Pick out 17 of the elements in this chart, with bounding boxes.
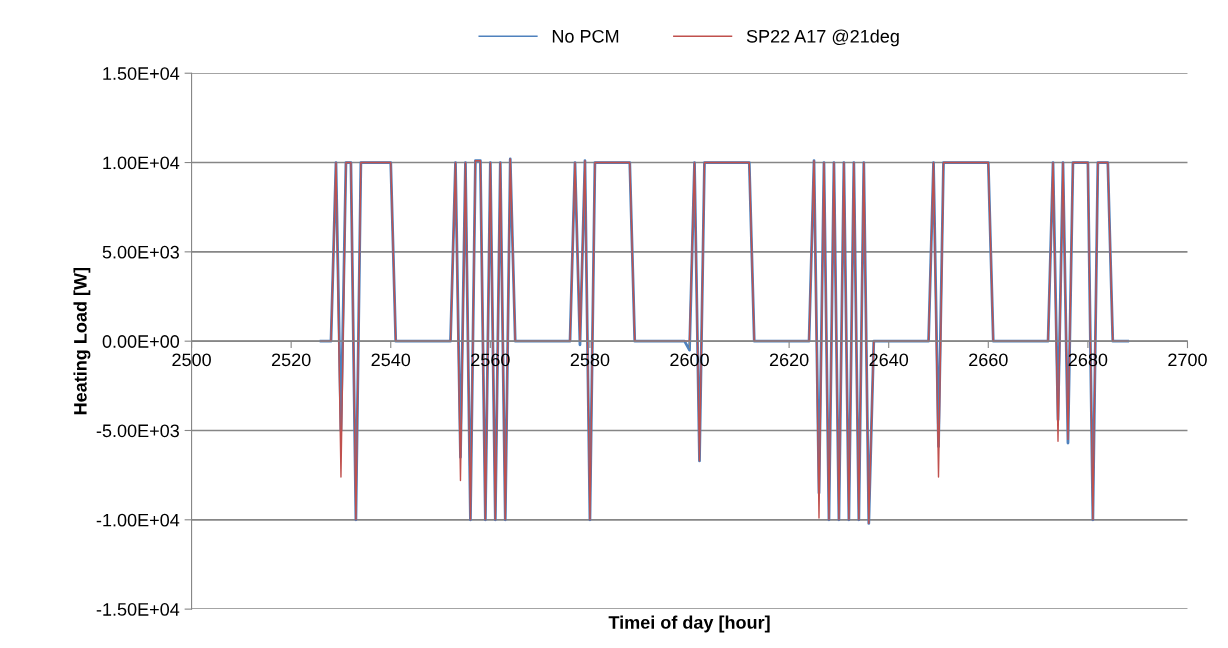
y-axis-title: Heating Load [W] <box>73 267 91 415</box>
x-axis-title: Timei of day [hour] <box>608 615 770 633</box>
y-tick-label: 1.00E+04 <box>103 156 180 170</box>
x-tick-label: 2520 <box>271 353 311 367</box>
x-tick-label: 2500 <box>172 353 211 367</box>
y-tick-label: -1.00E+04 <box>96 513 180 527</box>
legend-label: No PCM <box>552 29 619 43</box>
y-tick-label: -1.50E+04 <box>96 603 180 616</box>
y-tick-label: 5.00E+03 <box>102 245 179 259</box>
y-tick-label: -5.00E+03 <box>96 424 179 438</box>
y-tick-label: 0.00E+00 <box>102 335 180 348</box>
x-tick-label: 2700 <box>1168 353 1207 367</box>
legend-label: SP22 A17 @21deg <box>746 29 899 47</box>
x-tick-label: 2620 <box>769 353 809 367</box>
y-tick-label: 1.50E+04 <box>103 67 180 80</box>
x-tick-label: 2540 <box>371 353 411 367</box>
x-tick-label: 2660 <box>969 353 1008 367</box>
